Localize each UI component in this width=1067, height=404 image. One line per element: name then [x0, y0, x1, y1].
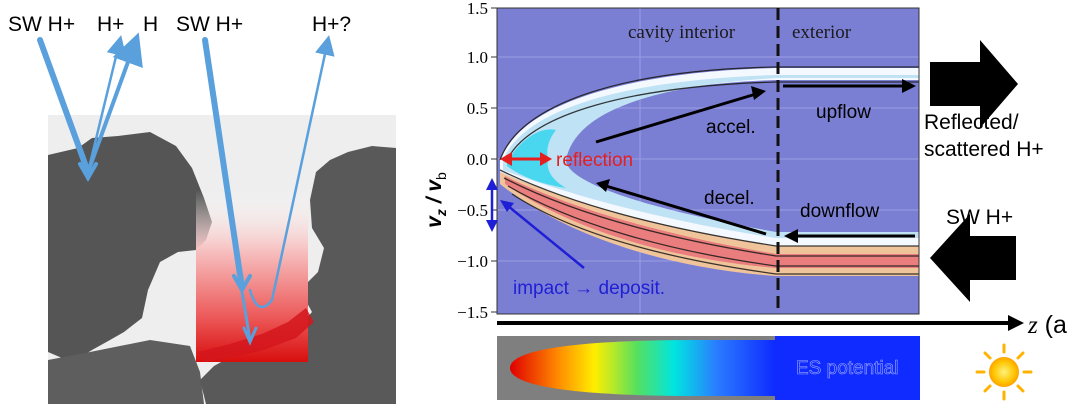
label-reflection: reflection — [556, 150, 633, 171]
rock-left — [48, 132, 212, 360]
label-es-potential: ES potential — [796, 358, 898, 379]
label-h: H — [143, 13, 158, 36]
region-label-interior: cavity interior — [628, 22, 736, 43]
sun-icon — [975, 343, 1033, 401]
y-tick-label: 0.0 — [467, 150, 488, 169]
impact-arrows — [486, 178, 585, 269]
y-tick-label: −0.5 — [457, 201, 488, 220]
label-impact: impact → deposit. — [513, 278, 665, 299]
z-axis-arrowhead — [1008, 315, 1024, 331]
label-h-plus: H+ — [97, 13, 124, 36]
label-sw-h-plus-right: SW H+ — [946, 206, 1013, 229]
label-sw-h-plus-2: SW H+ — [176, 13, 243, 36]
z-axis-label: z (alt.) — [1027, 311, 1067, 339]
label-downflow: downflow — [800, 201, 879, 222]
y-axis: 1.5 1.0 0.5 0.0 −0.5 −1.0 −1.5 — [457, 0, 497, 322]
y-axis-label: vz / vb — [423, 172, 449, 228]
y-tick-label: 1.5 — [467, 0, 488, 18]
label-reflected-2: scattered H+ — [924, 138, 1044, 161]
rock-left-bottom — [48, 340, 204, 404]
label-h-plus-question: H+? — [312, 13, 351, 36]
phase-space-plot — [496, 7, 920, 315]
label-accel: accel. — [706, 117, 756, 138]
y-tick-label: 1.0 — [467, 48, 488, 67]
particle-trajectories — [37, 32, 335, 346]
es-potential-bar — [497, 336, 920, 400]
inflow-big-arrow — [930, 214, 1016, 302]
flow-arrows — [595, 79, 916, 243]
cavity-floor — [198, 308, 314, 362]
label-upflow: upflow — [816, 102, 871, 123]
svg-text:vz / vb: vz / vb — [423, 172, 449, 228]
label-reflected-1: Reflected/ — [924, 111, 1019, 134]
region-label-exterior: exterior — [792, 22, 852, 43]
label-decel: decel. — [704, 188, 755, 209]
label-sw-h-plus-1: SW H+ — [8, 13, 75, 36]
outflow-big-arrow — [930, 40, 1018, 128]
rock-right — [200, 146, 396, 404]
y-tick-label: −1.0 — [457, 252, 488, 271]
reflection-arrow — [500, 152, 552, 166]
y-tick-label: 0.5 — [467, 99, 488, 118]
y-tick-label: −1.5 — [457, 303, 488, 322]
